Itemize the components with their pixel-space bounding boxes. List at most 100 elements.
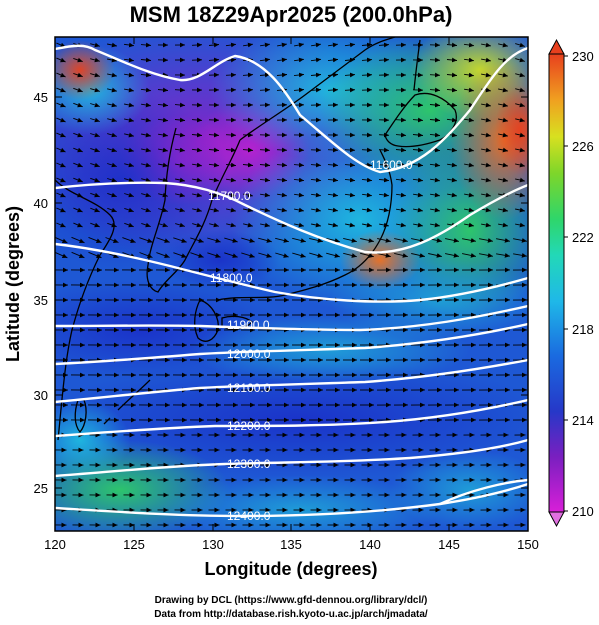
wind-arrow xyxy=(260,222,270,228)
wind-arrow xyxy=(345,207,355,213)
wind-arrow xyxy=(446,72,458,78)
wind-arrow xyxy=(226,192,236,198)
wind-arrow xyxy=(515,192,525,198)
wind-arrow xyxy=(173,237,187,243)
wind-arrow xyxy=(378,162,390,168)
wind-arrow xyxy=(429,72,441,78)
wind-arrow xyxy=(225,147,237,153)
wind-arrow xyxy=(140,42,152,48)
wind-arrow xyxy=(209,222,219,228)
wind-arrow xyxy=(395,177,407,183)
contour-label: 12200.0 xyxy=(227,419,271,433)
wind-arrow xyxy=(293,87,305,93)
wind-arrow xyxy=(515,147,525,153)
x-tick-label: 125 xyxy=(123,537,145,552)
wind-arrow xyxy=(225,57,237,63)
contour-label: 12400.0 xyxy=(227,509,271,523)
wind-arrow xyxy=(327,57,339,63)
wind-arrow xyxy=(328,207,338,213)
wind-arrow xyxy=(73,162,83,168)
wind-arrow xyxy=(515,72,525,78)
wind-arrow xyxy=(90,132,100,138)
wind-arrow xyxy=(481,57,491,63)
wind-arrow xyxy=(224,252,238,258)
wind-arrow xyxy=(311,192,321,198)
height-contours xyxy=(55,44,528,518)
wind-arrow xyxy=(481,117,491,123)
wind-arrow xyxy=(140,57,152,63)
wind-arrow xyxy=(464,222,474,228)
wind-arrow xyxy=(513,238,527,243)
wind-arrow xyxy=(243,207,253,213)
wind-arrow xyxy=(208,162,220,168)
wind-arrow xyxy=(225,72,237,78)
wind-arrow xyxy=(90,222,100,228)
wind-arrow xyxy=(209,192,219,198)
wind-arrow xyxy=(395,147,407,153)
wind-arrow xyxy=(157,87,169,93)
wind-arrow xyxy=(344,72,356,78)
wind-arrow xyxy=(294,207,304,213)
contour-11900 xyxy=(55,304,528,332)
wind-arrow xyxy=(514,132,526,138)
wind-arrow xyxy=(208,42,220,48)
wind-arrow xyxy=(277,207,287,213)
wind-arrow xyxy=(56,222,66,228)
wind-arrow xyxy=(498,177,508,183)
wind-arrow xyxy=(344,87,356,93)
x-tick-label: 120 xyxy=(44,537,66,552)
wind-arrow xyxy=(73,57,83,63)
wind-arrow xyxy=(207,252,221,258)
y-axis-label: Latitude (degrees) xyxy=(3,206,23,362)
wind-arrow xyxy=(275,237,289,243)
wind-arrow xyxy=(73,72,83,78)
wind-arrow xyxy=(462,238,476,243)
wind-arrow xyxy=(515,57,525,63)
wind-arrow xyxy=(361,72,373,78)
wind-arrow xyxy=(446,87,458,93)
wind-arrow xyxy=(464,117,474,123)
wind-arrow xyxy=(361,57,373,63)
wind-arrow xyxy=(124,102,134,108)
wind-arrow xyxy=(209,177,219,183)
wind-arrow xyxy=(242,162,254,168)
contour-label: 12300.0 xyxy=(227,457,271,471)
contour-11600 xyxy=(55,44,528,174)
wind-arrow xyxy=(481,42,491,48)
wind-arrow xyxy=(56,117,66,123)
wind-arrow xyxy=(106,87,118,93)
contour-11800 xyxy=(55,242,528,303)
wind-arrow xyxy=(498,117,508,123)
wind-arrow xyxy=(447,162,457,168)
wind-arrow xyxy=(175,222,185,228)
wind-arrow xyxy=(378,42,390,48)
wind-arrow xyxy=(175,162,185,168)
wind-arrow xyxy=(192,192,202,198)
colorbar-tick-label: 214 xyxy=(572,413,594,428)
wind-arrow xyxy=(156,237,170,243)
wind-arrow xyxy=(344,192,356,198)
wind-arrow xyxy=(158,207,168,213)
wind-arrow xyxy=(311,42,321,48)
y-tick-label: 30 xyxy=(34,388,48,403)
wind-arrow xyxy=(394,252,408,258)
wind-arrow xyxy=(479,238,493,243)
wind-arrow xyxy=(498,132,508,138)
wind-arrow xyxy=(157,117,169,123)
wind-arrow xyxy=(158,132,168,138)
wind-arrow xyxy=(90,192,100,198)
wind-arrow xyxy=(447,192,457,198)
wind-arrow xyxy=(464,72,474,78)
wind-arrow xyxy=(309,252,323,258)
wind-arrow xyxy=(446,57,458,63)
wind-arrow xyxy=(429,57,441,63)
wind-arrow xyxy=(241,237,255,243)
contour-label: 11900.0 xyxy=(227,318,270,332)
wind-arrow xyxy=(258,237,272,243)
wind-arrow xyxy=(277,57,287,63)
wind-arrow xyxy=(377,238,391,243)
wind-arrow xyxy=(56,132,66,138)
wind-arrow xyxy=(208,57,220,63)
wind-arrow xyxy=(294,57,304,63)
wind-arrow xyxy=(447,147,457,153)
